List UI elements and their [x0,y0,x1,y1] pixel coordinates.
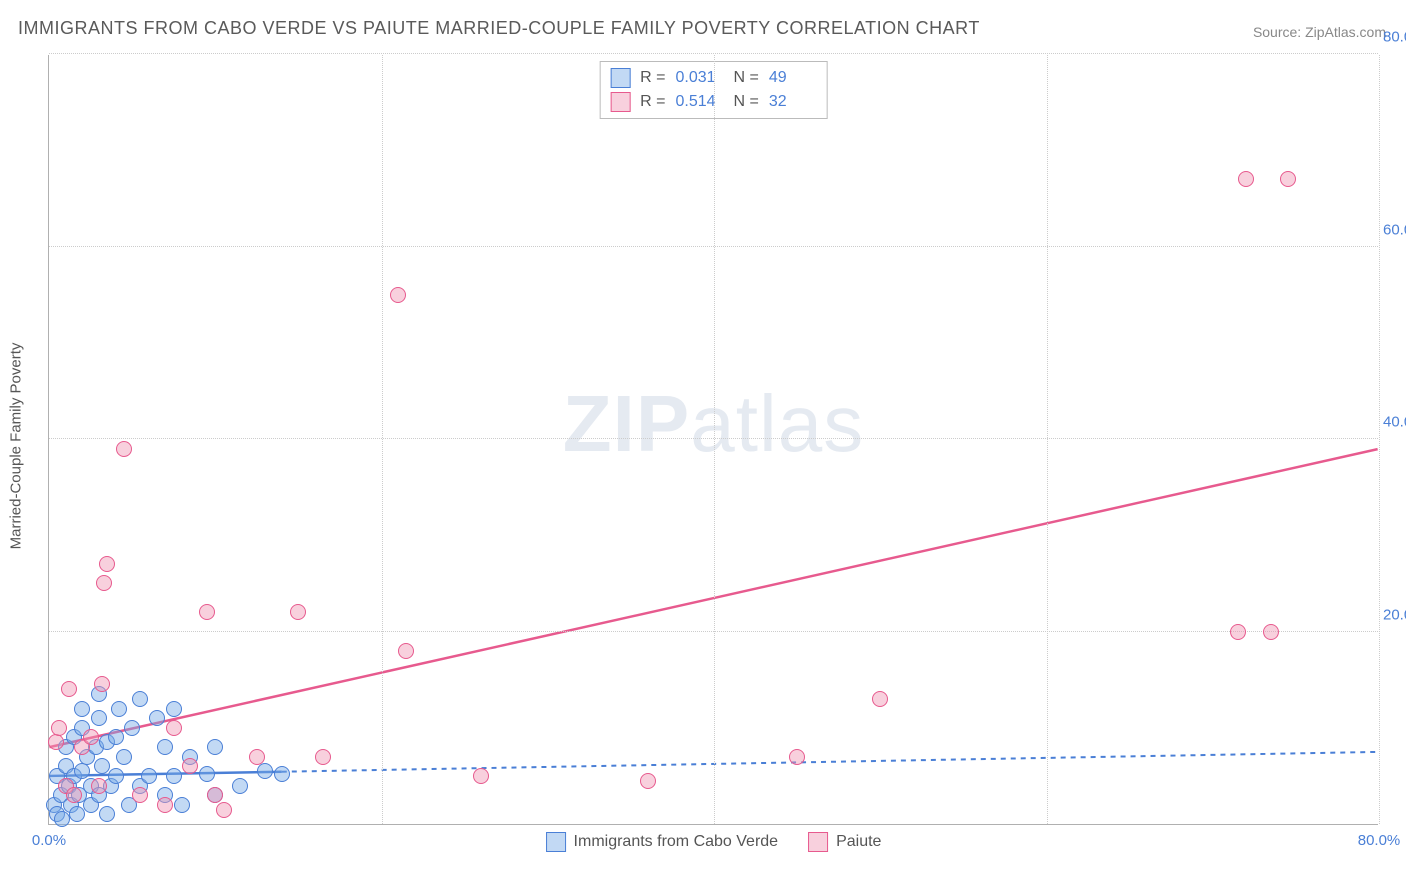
scatter-point-series1 [108,768,124,784]
scatter-point-series1 [174,797,190,813]
scatter-point-series2 [166,720,182,736]
y-tick-label: 60.0% [1383,221,1406,238]
n-label: N = [734,90,759,114]
source-link[interactable]: ZipAtlas.com [1305,24,1386,40]
scatter-point-series2 [207,787,223,803]
scatter-point-series2 [1263,624,1279,640]
y-tick-label: 80.0% [1383,29,1406,46]
scatter-point-series2 [91,778,107,794]
scatter-point-series1 [232,778,248,794]
x-tick-label: 80.0% [1358,832,1401,849]
scatter-point-series1 [54,811,70,827]
scatter-point-series2 [48,734,64,750]
source-prefix: Source: [1253,24,1305,40]
scatter-point-series2 [116,441,132,457]
gridline-vertical [382,55,383,824]
source-attribution: Source: ZipAtlas.com [1253,24,1386,40]
scatter-point-series2 [99,556,115,572]
scatter-point-series2 [1280,171,1296,187]
scatter-point-series2 [640,773,656,789]
scatter-point-series2 [390,287,406,303]
n-label: N = [734,66,759,90]
scatter-point-series2 [789,749,805,765]
scatter-point-series2 [216,802,232,818]
scatter-point-series1 [199,766,215,782]
chart-title: IMMIGRANTS FROM CABO VERDE VS PAIUTE MAR… [18,18,980,39]
scatter-point-series2 [398,643,414,659]
gridline-vertical [1047,55,1048,824]
plot-area: ZIPatlas R = 0.031 N = 49 R = 0.514 N = … [48,55,1378,825]
scatter-point-series2 [290,604,306,620]
scatter-point-series1 [91,710,107,726]
legend-label-series2: Paiute [836,833,881,851]
scatter-point-series2 [132,787,148,803]
n-value-series2: 32 [769,90,817,114]
r-label: R = [640,66,665,90]
r-value-series2: 0.514 [676,90,724,114]
scatter-point-series2 [96,575,112,591]
scatter-point-series1 [108,729,124,745]
scatter-point-series2 [51,720,67,736]
scatter-point-series1 [111,701,127,717]
scatter-point-series2 [249,749,265,765]
legend-item-series2: Paiute [808,832,881,852]
r-label: R = [640,90,665,114]
scatter-point-series2 [199,604,215,620]
scatter-point-series1 [157,739,173,755]
legend-swatch-series1 [546,832,566,852]
n-value-series1: 49 [769,66,817,90]
scatter-point-series2 [1238,171,1254,187]
y-tick-label: 20.0% [1383,606,1406,623]
scatter-point-series1 [132,691,148,707]
swatch-series1 [610,68,630,88]
legend: Immigrants from Cabo Verde Paiute [546,832,882,852]
scatter-point-series2 [83,729,99,745]
legend-item-series1: Immigrants from Cabo Verde [546,832,779,852]
scatter-point-series2 [94,676,110,692]
scatter-point-series1 [116,749,132,765]
scatter-point-series1 [124,720,140,736]
y-axis-label: Married-Couple Family Poverty [8,343,25,550]
scatter-point-series1 [99,806,115,822]
gridline-vertical [1379,55,1380,824]
gridline-vertical [714,55,715,824]
scatter-point-series1 [274,766,290,782]
scatter-point-series1 [74,763,90,779]
scatter-point-series1 [74,701,90,717]
scatter-point-series2 [1230,624,1246,640]
scatter-point-series1 [166,701,182,717]
scatter-point-series1 [166,768,182,784]
scatter-point-series2 [872,691,888,707]
scatter-point-series2 [61,681,77,697]
scatter-point-series1 [207,739,223,755]
scatter-point-series1 [149,710,165,726]
r-value-series1: 0.031 [676,66,724,90]
scatter-point-series1 [141,768,157,784]
legend-label-series1: Immigrants from Cabo Verde [574,833,779,851]
legend-swatch-series2 [808,832,828,852]
scatter-point-series2 [473,768,489,784]
swatch-series2 [610,92,630,112]
scatter-point-series1 [257,763,273,779]
scatter-point-series2 [315,749,331,765]
gridline-horizontal [49,53,1378,54]
y-tick-label: 40.0% [1383,414,1406,431]
scatter-point-series2 [182,758,198,774]
x-tick-label: 0.0% [32,832,66,849]
scatter-point-series2 [157,797,173,813]
scatter-point-series2 [66,787,82,803]
